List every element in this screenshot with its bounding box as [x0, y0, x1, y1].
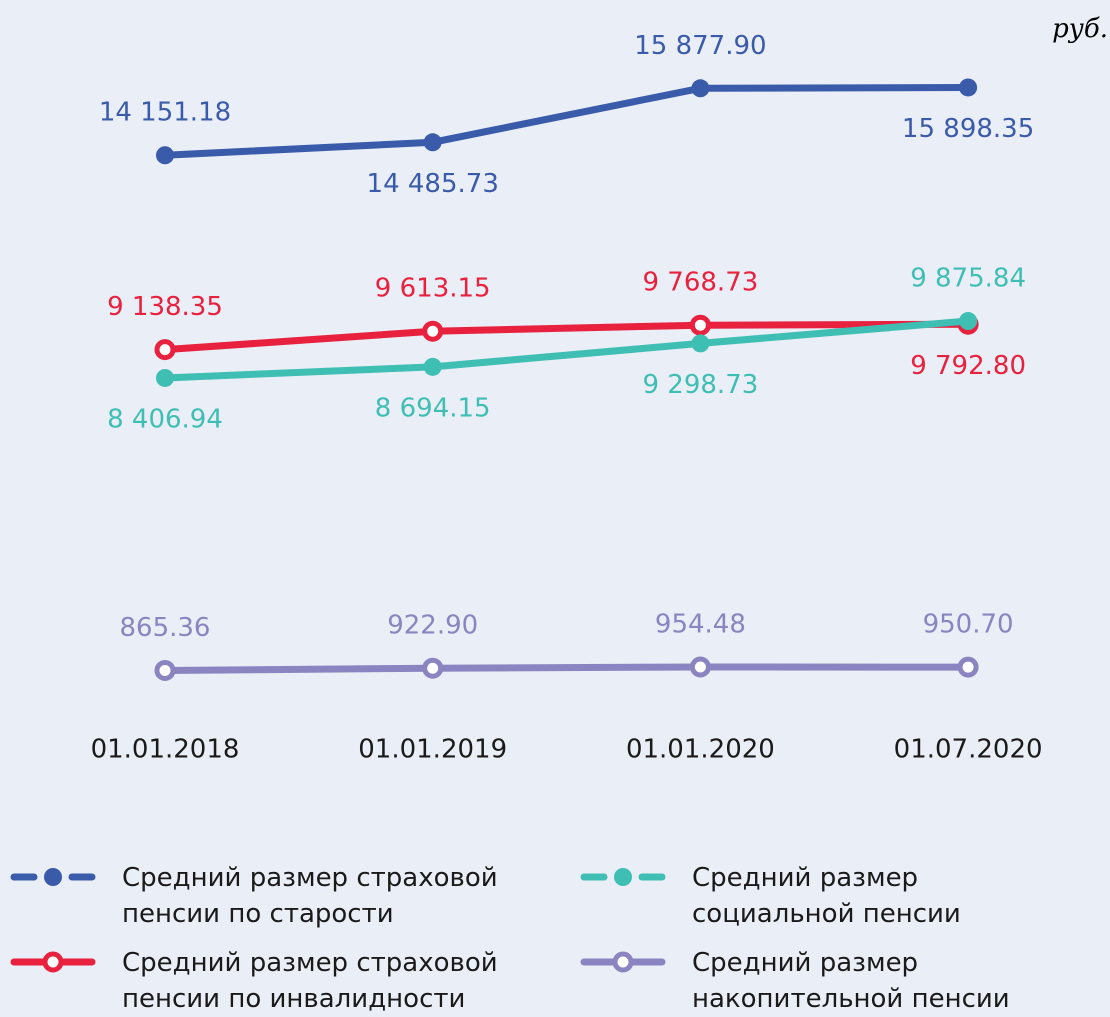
- legend-label: Средний размер страховой пенсии по старо…: [122, 863, 498, 929]
- legend-item: [580, 951, 666, 973]
- marker: [422, 657, 444, 679]
- x-tick-label: 01.07.2020: [894, 735, 1043, 765]
- x-tick-label: 01.01.2019: [358, 735, 507, 765]
- marker: [154, 659, 176, 681]
- data-label: 922.90: [387, 611, 478, 641]
- data-label: 8 406.94: [107, 404, 223, 434]
- legend-label: Средний размер накопительной пенсии: [692, 948, 1010, 1014]
- marker: [957, 656, 979, 678]
- legend-marker: [614, 868, 632, 886]
- data-label: 15 898.35: [902, 114, 1034, 144]
- legend-label: Средний размер страховой пенсии по инвал…: [122, 948, 498, 1014]
- series-line: [164, 320, 969, 354]
- data-label: 9 768.73: [643, 268, 759, 298]
- series-line: [164, 663, 969, 674]
- legend-item: [580, 868, 666, 886]
- data-label: 9 298.73: [643, 370, 759, 400]
- data-label: 8 694.15: [375, 393, 491, 423]
- data-label: 9 792.80: [910, 351, 1026, 381]
- data-label: 9 875.84: [910, 264, 1026, 294]
- marker: [691, 334, 710, 353]
- data-label: 950.70: [923, 610, 1014, 640]
- legend-item: [10, 868, 96, 886]
- marker: [156, 368, 174, 387]
- x-tick-label: 01.01.2020: [626, 735, 775, 765]
- marker: [689, 314, 711, 336]
- marker: [689, 656, 711, 678]
- marker: [691, 79, 710, 98]
- data-label: 14 151.18: [99, 98, 231, 128]
- marker: [156, 146, 174, 165]
- data-label: 9 138.35: [107, 292, 223, 322]
- marker: [959, 78, 978, 97]
- data-label: 865.36: [120, 613, 211, 643]
- marker: [154, 339, 176, 361]
- data-label: 14 485.73: [367, 169, 499, 199]
- marker: [422, 320, 444, 342]
- legend-item: [10, 951, 96, 973]
- unit-label: руб.: [1052, 14, 1108, 44]
- data-label: 15 877.90: [634, 31, 766, 61]
- data-label: 9 613.15: [375, 274, 491, 304]
- legend-label: Средний размер социальной пенсии: [692, 863, 961, 929]
- data-label: 954.48: [655, 609, 746, 639]
- legend-marker: [612, 951, 634, 973]
- legend-marker: [42, 951, 64, 973]
- marker: [423, 133, 442, 152]
- marker: [423, 357, 442, 376]
- legend-marker: [44, 868, 62, 886]
- marker: [959, 312, 978, 331]
- series-line: [164, 317, 969, 382]
- x-tick-label: 01.01.2018: [91, 735, 240, 765]
- series-line: [164, 83, 969, 159]
